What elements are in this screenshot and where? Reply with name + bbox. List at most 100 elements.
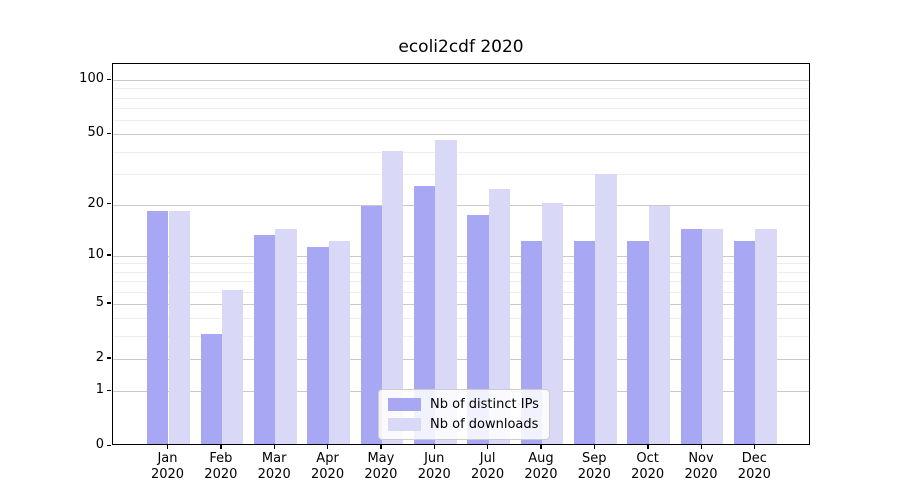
bar-nb-of-downloads-feb	[221, 289, 244, 444]
x-tick-label-nov: Nov 2020	[669, 451, 733, 483]
x-tick-label-jul: Jul 2020	[456, 451, 520, 483]
bar-nb-of-distinct-ips-feb	[200, 334, 222, 444]
x-tick-year-apr: 2020	[311, 467, 345, 482]
bar-nb-of-distinct-ips-oct	[627, 240, 649, 444]
x-tick-apr	[327, 445, 329, 449]
x-tick-label-jun: Jun 2020	[402, 451, 466, 483]
y-tick-label-1: 1	[95, 382, 104, 398]
bar-nb-of-downloads-may	[381, 151, 404, 444]
legend-swatch-distinct-ips	[388, 398, 421, 411]
bar-nb-of-distinct-ips-jun	[413, 185, 436, 444]
x-tick-jun	[433, 445, 436, 449]
legend-label-distinct-ips: Nb of distinct IPs	[430, 397, 539, 412]
x-tick-year-dec: 2020	[737, 467, 771, 482]
x-tick-label-sep: Sep 2020	[562, 451, 626, 483]
x-tick-year-oct: 2020	[631, 467, 665, 482]
bar-nb-of-downloads-jul	[488, 188, 510, 444]
gridline-minor-9	[113, 263, 809, 265]
gridline-minor-7	[113, 281, 809, 283]
gridline-major-20	[113, 204, 809, 206]
x-tick-year-nov: 2020	[684, 467, 718, 482]
x-tick-jul	[487, 445, 489, 449]
y-tick-2	[107, 357, 111, 359]
gridline-minor-6	[113, 291, 809, 293]
gridline-minor-4	[113, 318, 809, 320]
x-tick-year-jun: 2020	[417, 467, 451, 482]
y-tick-label-50: 50	[87, 125, 104, 141]
x-tick-may	[380, 445, 382, 449]
bar-nb-of-distinct-ips-may	[360, 206, 382, 444]
y-tick-50	[107, 132, 111, 135]
x-tick-oct	[647, 445, 649, 449]
gridline-minor-40	[113, 151, 809, 153]
bar-nb-of-downloads-apr	[328, 240, 350, 444]
bar-nb-of-downloads-sep	[595, 174, 617, 444]
x-tick-aug	[540, 445, 542, 449]
gridline-major-10	[113, 255, 809, 257]
gridline-minor-70	[113, 107, 809, 109]
x-tick-label-dec: Dec 2020	[722, 451, 786, 483]
y-tick-label-5: 5	[95, 294, 104, 310]
gridline-minor-60	[113, 120, 809, 121]
x-tick-year-may: 2020	[364, 467, 398, 482]
y-tick-5	[107, 302, 111, 304]
x-tick-dec	[753, 445, 756, 449]
plot-area	[112, 63, 810, 445]
legend-row-distinct-ips: Nb of distinct IPs	[388, 397, 539, 412]
x-tick-nov	[700, 445, 702, 449]
y-tick-label-20: 20	[87, 195, 104, 211]
bar-nb-of-distinct-ips-mar	[253, 234, 276, 444]
legend-swatch-downloads	[388, 418, 421, 431]
x-tick-label-apr: Apr 2020	[296, 451, 360, 483]
y-tick-label-2: 2	[95, 349, 104, 365]
x-tick-year-jan: 2020	[150, 467, 185, 482]
x-tick-feb	[220, 445, 222, 449]
x-tick-sep	[593, 445, 596, 449]
y-tick-20	[107, 203, 111, 205]
y-tick-100	[107, 78, 111, 80]
bar-nb-of-distinct-ips-sep	[573, 240, 596, 444]
bar-nb-of-distinct-ips-apr	[307, 246, 329, 444]
bar-nb-of-downloads-nov	[702, 229, 724, 444]
y-tick-10	[107, 254, 111, 256]
gridline-major-50	[113, 134, 809, 136]
gridline-major-5	[113, 303, 809, 305]
gridline-major-2	[113, 358, 809, 360]
gridline-minor-3	[113, 336, 809, 338]
y-tick-1	[107, 389, 111, 391]
bar-nb-of-distinct-ips-jan	[147, 210, 169, 444]
x-tick-year-aug: 2020	[524, 467, 558, 482]
gridline-minor-90	[113, 88, 809, 90]
bar-nb-of-distinct-ips-jul	[467, 214, 489, 444]
x-tick-jan	[167, 445, 169, 449]
y-tick-label-10: 10	[87, 246, 104, 262]
x-tick-label-jan: Jan 2020	[136, 451, 200, 483]
bar-nb-of-downloads-mar	[275, 229, 297, 444]
legend: Nb of distinct IPs Nb of downloads	[378, 389, 550, 440]
gridline-minor-8	[113, 271, 809, 273]
bar-nb-of-downloads-jun	[435, 140, 457, 444]
bar-nb-of-distinct-ips-dec	[734, 240, 756, 444]
chart-title: ecoli2cdf 2020	[398, 37, 524, 57]
gridline-major-100	[113, 80, 809, 82]
y-tick-label-100: 100	[79, 71, 104, 87]
legend-row-downloads: Nb of downloads	[388, 417, 539, 432]
y-tick-0	[107, 444, 111, 446]
bar-nb-of-distinct-ips-nov	[680, 229, 702, 444]
x-tick-year-jul: 2020	[471, 467, 505, 482]
x-tick-year-feb: 2020	[204, 467, 238, 482]
y-tick-label-0: 0	[95, 437, 104, 452]
x-tick-label-feb: Feb 2020	[189, 451, 253, 483]
bar-nb-of-downloads-oct	[648, 206, 670, 444]
legend-label-downloads: Nb of downloads	[430, 417, 539, 432]
gridline-minor-30	[113, 173, 809, 175]
x-tick-year-sep: 2020	[577, 467, 611, 482]
x-tick-label-oct: Oct 2020	[616, 451, 680, 483]
x-tick-mar	[273, 445, 276, 449]
bar-nb-of-downloads-dec	[755, 229, 777, 444]
x-tick-label-may: May 2020	[349, 451, 413, 483]
x-tick-label-aug: Aug 2020	[509, 451, 573, 483]
bar-nb-of-downloads-aug	[541, 202, 564, 444]
gridline-minor-80	[113, 97, 809, 99]
